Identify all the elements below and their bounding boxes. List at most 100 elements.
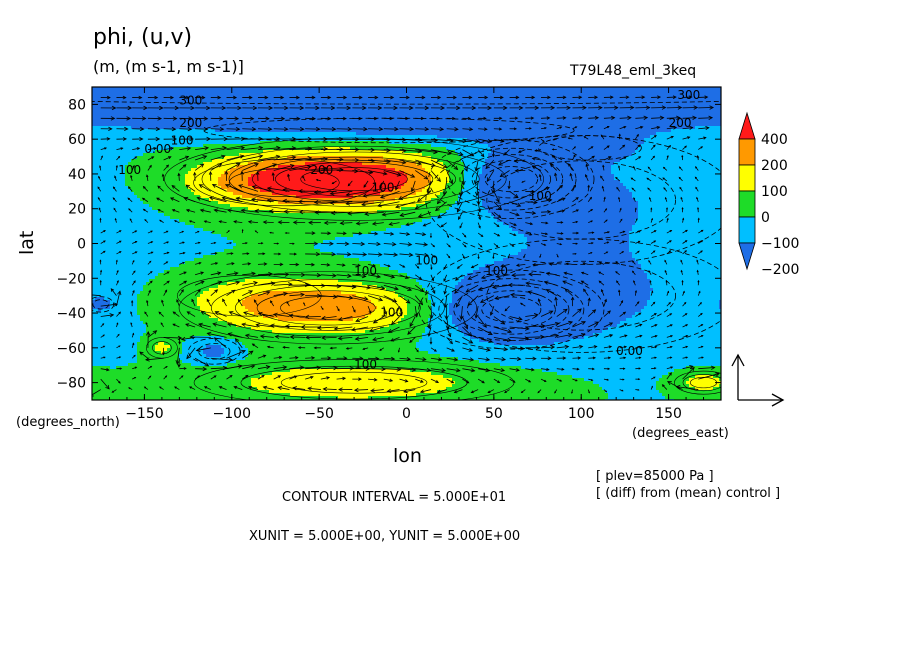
field-cell — [188, 369, 192, 373]
field-cell — [185, 381, 189, 385]
field-cell — [209, 234, 213, 238]
field-cell — [95, 96, 99, 100]
field-cell — [215, 129, 219, 133]
field-cell — [92, 261, 96, 265]
field-cell — [218, 342, 222, 346]
field-cell — [212, 384, 216, 388]
field-cell — [152, 129, 156, 133]
field-cell — [212, 99, 216, 103]
field-cell — [176, 150, 180, 154]
field-cell — [227, 126, 231, 130]
field-cell — [185, 261, 189, 265]
field-cell — [218, 216, 222, 220]
field-cell — [98, 261, 102, 265]
field-cell — [182, 324, 186, 328]
field-cell — [170, 240, 174, 244]
field-cell — [116, 258, 120, 262]
field-cell — [101, 159, 105, 163]
field-cell — [152, 318, 156, 322]
field-cell — [164, 255, 168, 259]
field-cell — [92, 348, 96, 352]
field-cell — [185, 129, 189, 133]
field-cell — [149, 384, 153, 388]
field-cell — [95, 195, 99, 199]
field-cell — [227, 234, 231, 238]
field-cell — [137, 228, 141, 232]
field-cell — [224, 285, 228, 289]
field-cell — [173, 177, 177, 181]
field-cell — [197, 315, 201, 319]
field-cell — [212, 147, 216, 151]
field-cell — [140, 159, 144, 163]
field-cell — [170, 324, 174, 328]
field-cell — [143, 255, 147, 259]
field-cell — [140, 318, 144, 322]
field-cell — [113, 294, 117, 298]
field-cell — [194, 219, 198, 223]
field-cell — [191, 330, 195, 334]
field-cell — [125, 171, 129, 175]
field-cell — [173, 261, 177, 265]
field-cell — [155, 120, 159, 124]
field-cell — [182, 291, 186, 295]
field-cell — [182, 312, 186, 316]
field-cell — [164, 174, 168, 178]
field-cell — [164, 387, 168, 391]
field-cell — [230, 159, 234, 163]
field-cell — [224, 198, 228, 202]
field-cell — [203, 327, 207, 331]
field-cell — [176, 372, 180, 376]
field-cell — [221, 309, 225, 313]
field-cell — [164, 327, 168, 331]
field-cell — [131, 243, 135, 247]
field-cell — [101, 291, 105, 295]
field-cell — [197, 294, 201, 298]
field-cell — [116, 387, 120, 391]
field-cell — [206, 177, 210, 181]
field-cell — [119, 294, 123, 298]
field-cell — [158, 372, 162, 376]
field-cell — [218, 297, 222, 301]
field-cell — [125, 351, 129, 355]
field-cell — [143, 270, 147, 274]
field-cell — [104, 243, 108, 247]
field-cell — [221, 231, 225, 235]
field-cell — [110, 321, 114, 325]
field-cell — [206, 387, 210, 391]
field-cell — [170, 207, 174, 211]
field-cell — [188, 237, 192, 241]
field-cell — [107, 252, 111, 256]
field-cell — [113, 285, 117, 289]
field-cell — [200, 300, 204, 304]
field-cell — [173, 189, 177, 193]
field-cell — [179, 390, 183, 394]
field-cell — [125, 363, 129, 367]
field-cell — [188, 366, 192, 370]
field-cell — [194, 378, 198, 382]
field-cell — [131, 111, 135, 115]
field-cell — [224, 228, 228, 232]
field-cell — [131, 288, 135, 292]
field-cell — [203, 240, 207, 244]
field-cell — [137, 288, 141, 292]
field-cell — [122, 231, 126, 235]
field-cell — [212, 189, 216, 193]
field-cell — [110, 141, 114, 145]
field-cell — [173, 321, 177, 325]
field-cell — [167, 369, 171, 373]
field-cell — [173, 330, 177, 334]
field-cell — [125, 138, 129, 142]
field-cell — [161, 216, 165, 220]
field-cell — [95, 291, 99, 295]
field-cell — [173, 393, 177, 397]
field-cell — [104, 345, 108, 349]
field-cell — [107, 294, 111, 298]
field-cell — [170, 135, 174, 139]
field-cell — [215, 240, 219, 244]
field-cell — [185, 342, 189, 346]
field-cell — [230, 363, 234, 367]
field-cell — [152, 288, 156, 292]
field-cell — [176, 114, 180, 118]
field-cell — [203, 93, 207, 97]
field-cell — [203, 138, 207, 142]
